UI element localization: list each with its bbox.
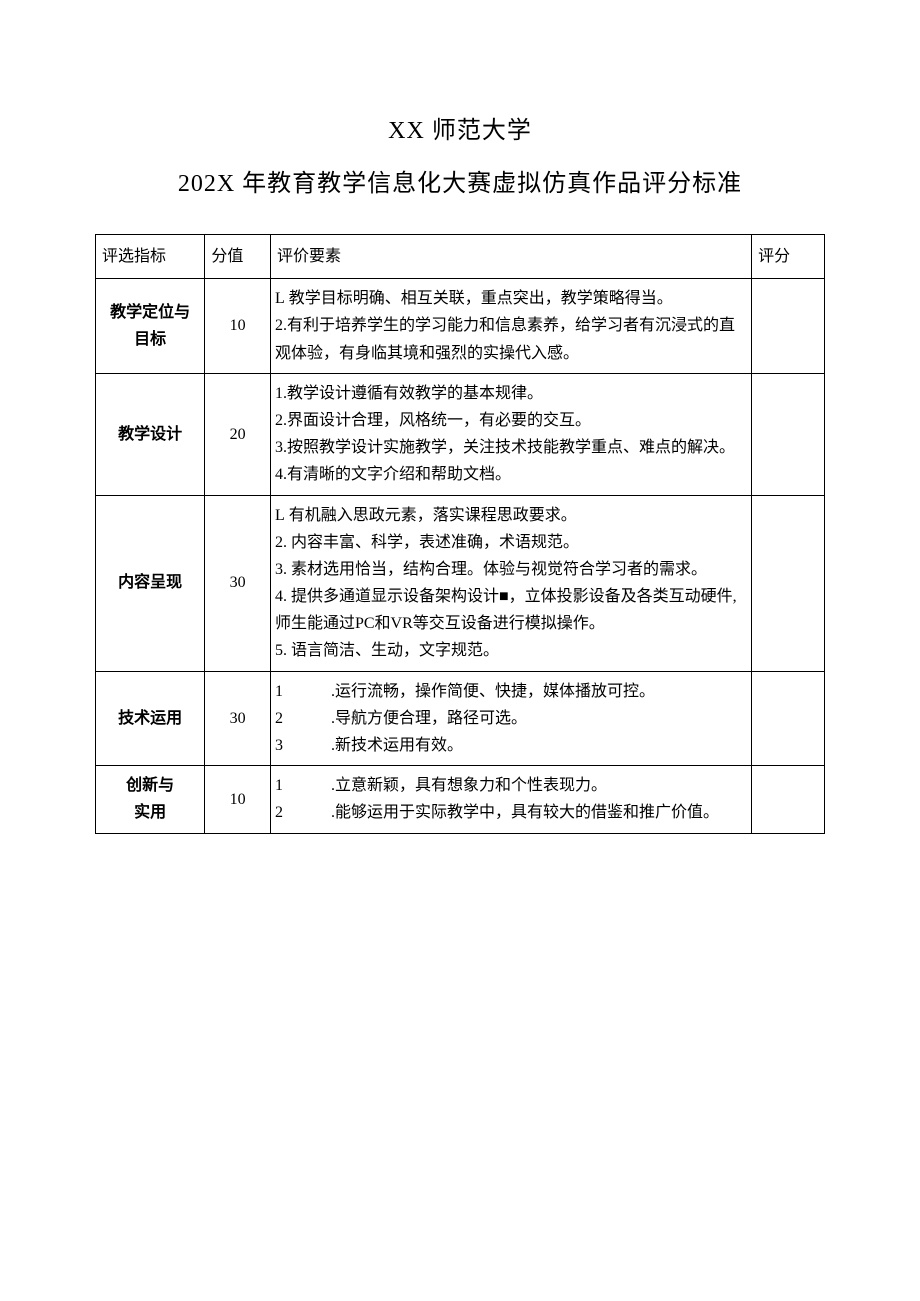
score-cell: 10 xyxy=(205,279,271,374)
criteria-cell: L 教学目标明确、相互关联，重点突出，教学策略得当。2.有利于培养学生的学习能力… xyxy=(270,279,751,374)
criteria-line: 2 .导航方便合理，路径可选。 xyxy=(275,705,747,732)
criteria-line-text: .能够运用于实际教学中，具有较大的借鉴和推广价值。 xyxy=(331,804,719,821)
criteria-line-text: 提供多通道显示设备架构设计■，立体投影设备及各类互动硬件,师生能通过PC和VR等… xyxy=(275,588,737,632)
criteria-line: 1 .立意新颖，具有想象力和个性表现力。 xyxy=(275,772,747,799)
university-title: XX 师范大学 xyxy=(95,110,825,145)
criteria-line: 3. 素材选用恰当，结构合理。体验与视觉符合学习者的需求。 xyxy=(275,556,747,583)
score-cell: 10 xyxy=(205,766,271,833)
criteria-line-number: 5. xyxy=(275,637,287,664)
criteria-line-text: .运行流畅，操作简便、快捷，媒体播放可控。 xyxy=(331,683,655,700)
document-page: XX 师范大学 202X 年教育教学信息化大赛虚拟仿真作品评分标准 评选指标 分… xyxy=(0,0,920,1301)
indicator-cell: 技术运用 xyxy=(96,671,205,766)
indicator-cell: 教学设计 xyxy=(96,373,205,495)
criteria-line-text: 教学设计遵循有效教学的基本规律。 xyxy=(287,385,543,402)
rating-cell xyxy=(752,766,825,833)
criteria-line-text: 有机融入思政元素，落实课程思政要求。 xyxy=(285,507,577,524)
table-row: 教学设计201.教学设计遵循有效教学的基本规律。2.界面设计合理，风格统一，有必… xyxy=(96,373,825,495)
criteria-line-number: 3. xyxy=(275,556,287,583)
criteria-line-number: 1. xyxy=(275,380,287,407)
criteria-line: 2.有利于培养学生的学习能力和信息素养，给学习者有沉浸式的直观体验，有身临其境和… xyxy=(275,312,747,366)
col-criteria: 评价要素 xyxy=(270,235,751,279)
criteria-line: 4.有清晰的文字介绍和帮助文档。 xyxy=(275,461,747,488)
table-header-row: 评选指标 分值 评价要素 评分 xyxy=(96,235,825,279)
indicator-cell: 内容呈现 xyxy=(96,495,205,671)
criteria-line: 3 .新技术运用有效。 xyxy=(275,732,747,759)
criteria-line-number: 2 xyxy=(275,705,283,732)
table-row: 内容呈现30L 有机融入思政元素，落实课程思政要求。2. 内容丰富、科学，表述准… xyxy=(96,495,825,671)
criteria-line-number: 2. xyxy=(275,407,287,434)
criteria-line-text: .立意新颖，具有想象力和个性表现力。 xyxy=(331,777,607,794)
criteria-line: L 教学目标明确、相互关联，重点突出，教学策略得当。 xyxy=(275,285,747,312)
criteria-line-number: 1 xyxy=(275,772,283,799)
indicator-cell: 创新与实用 xyxy=(96,766,205,833)
table-row: 教学定位与目标10L 教学目标明确、相互关联，重点突出，教学策略得当。2.有利于… xyxy=(96,279,825,374)
criteria-line-number: 4. xyxy=(275,461,287,488)
criteria-line: 5. 语言简洁、生动，文字规范。 xyxy=(275,637,747,664)
criteria-cell: 1.教学设计遵循有效教学的基本规律。2.界面设计合理，风格统一，有必要的交互。3… xyxy=(270,373,751,495)
criteria-line-text: 素材选用恰当，结构合理。体验与视觉符合学习者的需求。 xyxy=(287,561,707,578)
criteria-line: 4. 提供多通道显示设备架构设计■，立体投影设备及各类互动硬件,师生能通过PC和… xyxy=(275,583,747,637)
score-cell: 20 xyxy=(205,373,271,495)
criteria-line: 1 .运行流畅，操作简便、快捷，媒体播放可控。 xyxy=(275,678,747,705)
col-rating: 评分 xyxy=(752,235,825,279)
col-indicator: 评选指标 xyxy=(96,235,205,279)
col-score: 分值 xyxy=(205,235,271,279)
criteria-line-number: 4. xyxy=(275,583,287,610)
criteria-line-number: 2. xyxy=(275,529,287,556)
criteria-line-text: 语言简洁、生动，文字规范。 xyxy=(287,642,499,659)
criteria-cell: 1 .立意新颖，具有想象力和个性表现力。 2 .能够运用于实际教学中，具有较大的借鉴和… xyxy=(270,766,751,833)
criteria-line-text: 有清晰的文字介绍和帮助文档。 xyxy=(287,466,511,483)
criteria-line-text: 内容丰富、科学，表述准确，术语规范。 xyxy=(287,534,579,551)
criteria-line-text: .新技术运用有效。 xyxy=(331,737,463,754)
criteria-line-text: 界面设计合理，风格统一，有必要的交互。 xyxy=(287,412,591,429)
document-title: 202X 年教育教学信息化大赛虚拟仿真作品评分标准 xyxy=(95,163,825,198)
table-row: 技术运用301 .运行流畅，操作简便、快捷，媒体播放可控。 2 .导航方便合理，路径可… xyxy=(96,671,825,766)
indicator-cell: 教学定位与目标 xyxy=(96,279,205,374)
criteria-cell: L 有机融入思政元素，落实课程思政要求。2. 内容丰富、科学，表述准确，术语规范… xyxy=(270,495,751,671)
rating-cell xyxy=(752,495,825,671)
criteria-line-number: L xyxy=(275,502,285,529)
score-cell: 30 xyxy=(205,671,271,766)
rating-cell xyxy=(752,671,825,766)
criteria-line: 2.界面设计合理，风格统一，有必要的交互。 xyxy=(275,407,747,434)
criteria-line-number: 3 xyxy=(275,732,283,759)
criteria-line-number: 2. xyxy=(275,312,287,339)
criteria-line: 1.教学设计遵循有效教学的基本规律。 xyxy=(275,380,747,407)
criteria-line-number: L xyxy=(275,285,285,312)
criteria-line-number: 3. xyxy=(275,434,287,461)
rubric-table: 评选指标 分值 评价要素 评分 教学定位与目标10L 教学目标明确、相互关联，重… xyxy=(95,234,825,834)
criteria-line-text: .导航方便合理，路径可选。 xyxy=(331,710,527,727)
criteria-line: L 有机融入思政元素，落实课程思政要求。 xyxy=(275,502,747,529)
criteria-cell: 1 .运行流畅，操作简便、快捷，媒体播放可控。 2 .导航方便合理，路径可选。 3 .新技… xyxy=(270,671,751,766)
rating-cell xyxy=(752,373,825,495)
table-row: 创新与实用101 .立意新颖，具有想象力和个性表现力。 2 .能够运用于实际教学中，具… xyxy=(96,766,825,833)
criteria-line: 2. 内容丰富、科学，表述准确，术语规范。 xyxy=(275,529,747,556)
criteria-line: 2 .能够运用于实际教学中，具有较大的借鉴和推广价值。 xyxy=(275,799,747,826)
criteria-line-number: 2 xyxy=(275,799,283,826)
rubric-body: 教学定位与目标10L 教学目标明确、相互关联，重点突出，教学策略得当。2.有利于… xyxy=(96,279,825,833)
criteria-line-text: 按照教学设计实施教学，关注技术技能教学重点、难点的解决。 xyxy=(287,439,735,456)
criteria-line: 3.按照教学设计实施教学，关注技术技能教学重点、难点的解决。 xyxy=(275,434,747,461)
score-cell: 30 xyxy=(205,495,271,671)
criteria-line-text: 教学目标明确、相互关联，重点突出，教学策略得当。 xyxy=(285,290,673,307)
criteria-line-text: 有利于培养学生的学习能力和信息素养，给学习者有沉浸式的直观体验，有身临其境和强烈… xyxy=(275,317,735,361)
rating-cell xyxy=(752,279,825,374)
criteria-line-number: 1 xyxy=(275,678,283,705)
